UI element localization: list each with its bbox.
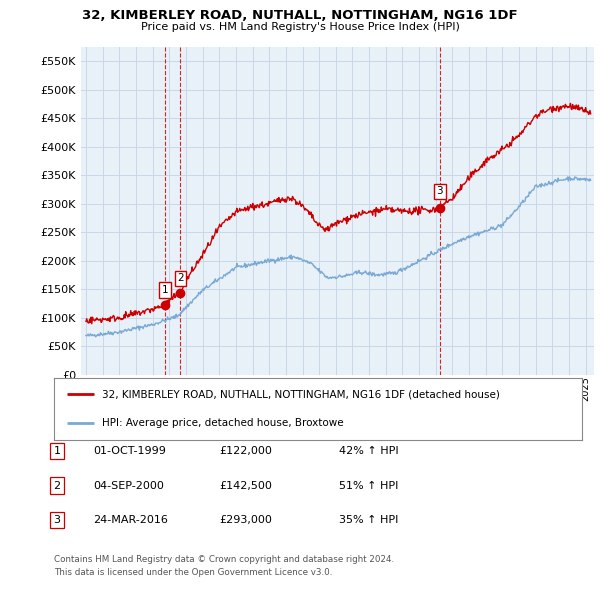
Text: 04-SEP-2000: 04-SEP-2000 [93, 481, 164, 490]
Text: HPI: Average price, detached house, Broxtowe: HPI: Average price, detached house, Brox… [101, 418, 343, 428]
Text: £122,000: £122,000 [219, 447, 272, 456]
Text: 3: 3 [436, 186, 443, 196]
Text: £142,500: £142,500 [219, 481, 272, 490]
Text: Price paid vs. HM Land Registry's House Price Index (HPI): Price paid vs. HM Land Registry's House … [140, 22, 460, 32]
Text: 24-MAR-2016: 24-MAR-2016 [93, 516, 168, 525]
Text: 01-OCT-1999: 01-OCT-1999 [93, 447, 166, 456]
Text: 1: 1 [53, 447, 61, 456]
Text: This data is licensed under the Open Government Licence v3.0.: This data is licensed under the Open Gov… [54, 568, 332, 577]
Text: 35% ↑ HPI: 35% ↑ HPI [339, 516, 398, 525]
Text: 1: 1 [162, 285, 169, 295]
Text: 2: 2 [177, 273, 184, 283]
Text: 3: 3 [53, 516, 61, 525]
Text: 42% ↑ HPI: 42% ↑ HPI [339, 447, 398, 456]
Text: Contains HM Land Registry data © Crown copyright and database right 2024.: Contains HM Land Registry data © Crown c… [54, 555, 394, 564]
Text: 32, KIMBERLEY ROAD, NUTHALL, NOTTINGHAM, NG16 1DF (detached house): 32, KIMBERLEY ROAD, NUTHALL, NOTTINGHAM,… [101, 389, 499, 399]
Text: £293,000: £293,000 [219, 516, 272, 525]
Text: 51% ↑ HPI: 51% ↑ HPI [339, 481, 398, 490]
Text: 32, KIMBERLEY ROAD, NUTHALL, NOTTINGHAM, NG16 1DF: 32, KIMBERLEY ROAD, NUTHALL, NOTTINGHAM,… [82, 9, 518, 22]
Text: 2: 2 [53, 481, 61, 490]
